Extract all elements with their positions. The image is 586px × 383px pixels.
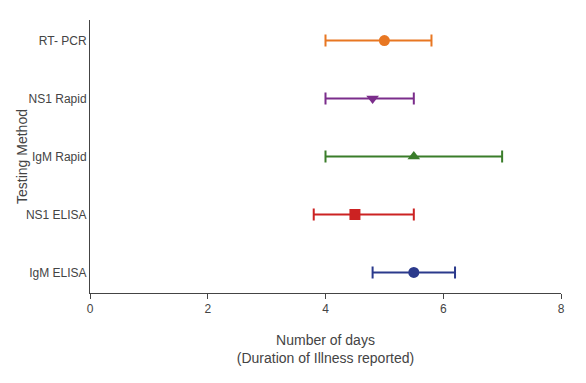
svg-text:6: 6 bbox=[440, 302, 447, 316]
svg-text:0: 0 bbox=[87, 302, 94, 316]
svg-text:IgM Rapid: IgM Rapid bbox=[32, 150, 87, 164]
svg-text:NS1 Rapid: NS1 Rapid bbox=[29, 92, 87, 106]
svg-text:8: 8 bbox=[558, 302, 565, 316]
svg-text:Testing Method: Testing Method bbox=[14, 109, 30, 204]
svg-text:4: 4 bbox=[322, 302, 329, 316]
svg-text:NS1 ELISA: NS1 ELISA bbox=[26, 208, 87, 222]
svg-text:RT- PCR: RT- PCR bbox=[39, 34, 87, 48]
svg-text:2: 2 bbox=[204, 302, 211, 316]
svg-text:IgM ELISA: IgM ELISA bbox=[29, 266, 86, 280]
svg-text:Number of days(Duration of Ill: Number of days(Duration of Illness repor… bbox=[237, 332, 414, 366]
